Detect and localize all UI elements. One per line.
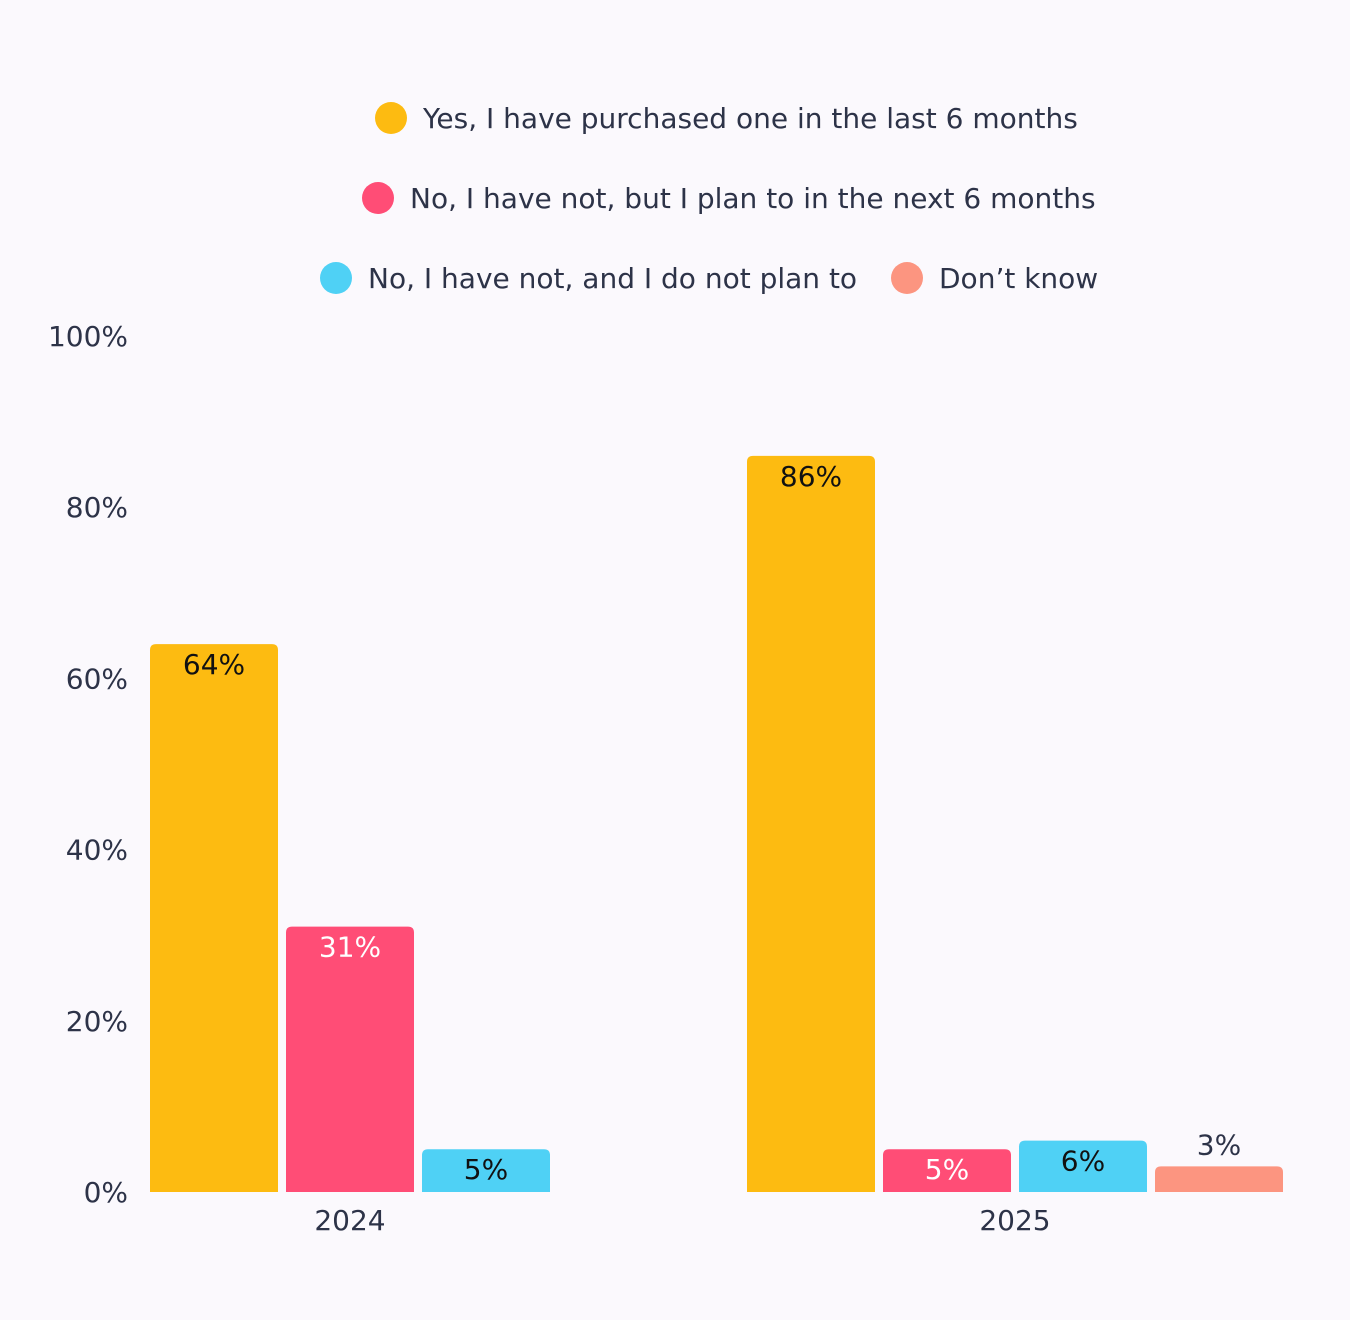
legend-marker-2 — [320, 262, 352, 294]
bar-2025-series-0 — [747, 455, 875, 1193]
y-tick-label: 40% — [66, 834, 128, 867]
bar-label-2025-series-1: 5% — [925, 1153, 969, 1186]
bar-2025-series-2 — [1019, 1140, 1147, 1192]
bar-label-2024-series-1: 31% — [319, 931, 381, 964]
bar-label-2025-series-3: 3% — [1197, 1128, 1241, 1161]
y-tick-label: 20% — [66, 1005, 128, 1038]
legend-marker-1 — [362, 182, 394, 214]
legend-label-1: No, I have not, but I plan to in the nex… — [410, 182, 1096, 215]
legend: Yes, I have purchased one in the last 6 … — [320, 102, 1098, 295]
x-tick-label: 2024 — [314, 1204, 385, 1237]
legend-label-2: No, I have not, and I do not plan to — [368, 262, 857, 295]
legend-marker-3 — [891, 262, 923, 294]
x-tick-label: 2025 — [979, 1204, 1050, 1237]
bar-label-2024-series-0: 64% — [183, 648, 245, 681]
y-axis: 0% 20% 40% 60% 80% 100% — [48, 320, 128, 1209]
y-tick-label: 100% — [48, 320, 128, 353]
y-tick-label: 80% — [66, 491, 128, 524]
bar-2024-series-0 — [150, 644, 278, 1192]
legend-label-0: Yes, I have purchased one in the last 6 … — [422, 102, 1078, 135]
bar-2025-series-1 — [883, 1149, 1011, 1192]
bar-label-2025-series-2: 6% — [1061, 1145, 1105, 1178]
bar-label-2025-series-0: 86% — [780, 460, 842, 493]
bars: 64% 31% 5% 86% 5% 6% 3% — [150, 455, 1283, 1193]
bar-2024-series-2 — [422, 1149, 550, 1192]
y-tick-label: 0% — [84, 1176, 128, 1209]
y-tick-label: 60% — [66, 662, 128, 695]
legend-label-3: Don’t know — [939, 262, 1098, 295]
bar-2025-series-3 — [1155, 1166, 1283, 1192]
legend-marker-0 — [375, 102, 407, 134]
bar-label-2024-series-2: 5% — [464, 1153, 508, 1186]
bar-2024-series-1 — [286, 926, 414, 1192]
x-axis: 2024 2025 — [314, 1204, 1050, 1237]
